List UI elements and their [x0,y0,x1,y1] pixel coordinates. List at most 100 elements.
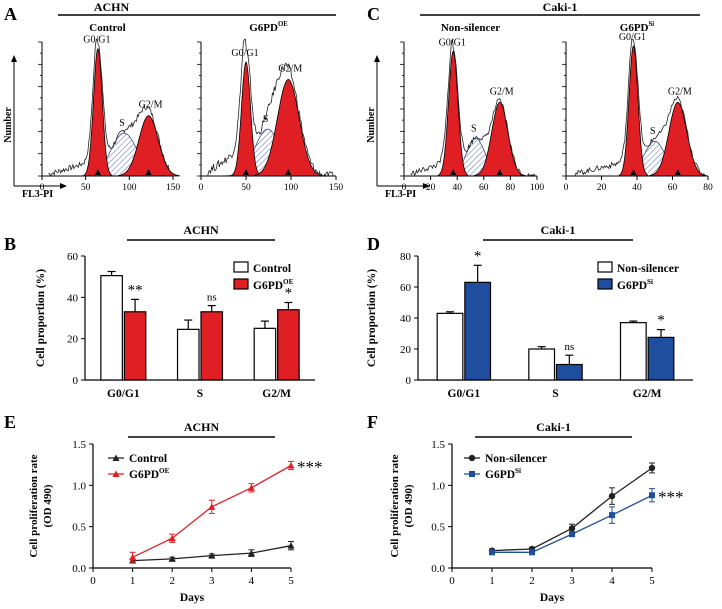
panel-letter-e: E [4,412,16,432]
bar-significance-1: ns [564,341,574,353]
flow-subplot-label-2: Non-silencer [441,22,500,34]
line-point-0-1 [208,503,216,510]
flow-histogram-outline-3 [573,38,706,177]
line-legend-marker-1 [469,471,475,477]
line-point-0-0 [287,542,295,549]
line-x-tick-label-1: 3 [569,575,575,587]
bar-category-label-0: G0/G1 [107,388,140,400]
line-point-0-1 [247,484,255,491]
line-y-tick-label-1: 1.0 [431,480,445,492]
flow-x-tick-label-1: 50 [241,183,251,193]
bar-significance-0: * [285,286,293,302]
panel-letter-d: D [367,234,380,254]
bar-category-label-1: G2/M [633,388,662,400]
bar-title-0: ACHN [183,223,219,237]
line-point-0-0 [208,552,216,559]
flow-histogram-0: Control 0 50 100 150 G0/G1 S G2/M [38,22,180,193]
line-legend-marker-1 [468,454,476,462]
line-ylabel-top-0: Cell proliferation rate [28,454,40,557]
flow-histogram-outline-2 [410,38,536,177]
bar-y-tick-label-1: 80 [400,251,412,263]
bar-category-label-0: S [197,388,203,400]
line-legend-label-1-0: Non-silencer [485,453,547,465]
panel-letter-f: F [367,412,378,432]
bar-significance-0: ns [207,292,217,304]
flow-peak-label-g0g1-0: G0/G1 [83,35,110,46]
bar-legend-label-1-1-main: G6PD [617,280,647,292]
bar-legend-swatch-1 [597,278,613,290]
bar-0-1-1 [200,311,224,381]
line-point-1-1 [489,549,495,556]
line-point-0-1 [129,553,137,561]
flow-subplot-label-3: G6PDSi [620,21,655,34]
line-legend-marker-0 [112,470,120,477]
line-point-1-1 [529,549,535,556]
bar-y-tick-label-0: 0 [73,375,79,387]
bar-y-tick-label-1: 40 [400,313,412,325]
flow-x-tick-label-0: 0 [40,183,45,193]
flow-x-tick-label-3: 60 [668,183,678,193]
flow-subplot-label-3-sup: Si [649,21,655,28]
flow-xlabel-1: FL3-PI [385,189,416,200]
flow-x-tick-label-0: 150 [166,183,181,193]
flow-histogram-1: G6PDOE 0 50 100 150 G0/G1 S G2/M [197,21,343,193]
line-legend-label-0-1-main: G6PD [129,469,159,481]
line-y-tick-label-0: 0.5 [72,522,86,534]
flow-peak-label-g0g1-3: G0/G1 [619,32,646,43]
bar-0-1-0 [123,311,147,381]
line-x-tick-label-0: 5 [288,575,294,587]
line-point-1-1 [649,492,655,499]
flow-subplot-label-1-main: G6PD [249,22,278,34]
bar-1-1-1 [555,363,583,381]
flow-peak-label-g0g1-1: G0/G1 [231,48,258,59]
line-x-tick-label-0: 1 [130,575,136,587]
flow-peak-label-s-0: S [119,118,125,129]
flow-peak-marker-2 [496,169,503,175]
line-y-tick-label-0: 1.5 [72,439,86,451]
flow-x-tick-label-0: 50 [81,183,91,193]
flow-peak-label-s-3: S [650,126,656,137]
flow-peak-label-g0g1-2: G0/G1 [439,37,466,48]
line-point-1-1 [609,512,615,519]
line-point-1-0 [648,464,656,472]
flow-x-tick-label-3: 20 [597,183,607,193]
bar-legend-label-0-1-sup: OE [283,278,294,286]
bar-y-tick-label-1: 60 [400,282,412,294]
flow-g0g1-peak-1 [231,61,261,177]
flow-fl3-arrowhead-1 [423,183,430,189]
bar-chart-0: ACHN 0 20 40 60 Cell proportion (%) G0/G1 ** Sns… [35,223,315,400]
line-ylabel-top-1: Cell proliferation rate [389,454,401,557]
line-ylabel-bottom-0: (OD 490) [42,484,54,527]
bar-ylabel-1: Cell proportion (%) [366,269,378,367]
flow-x-tick-label-2: 40 [452,183,462,193]
flow-number-arrowhead-0 [11,55,17,62]
line-point-1-1 [569,531,575,538]
bar-y-tick-label-0: 20 [67,334,79,346]
flow-g2m-peak-1 [253,79,325,177]
line-series-1-0 [491,467,653,552]
line-x-tick-label-1: 0 [449,575,455,587]
line-ylabel-bottom-1: (OD 490) [403,484,415,527]
line-point-0-0 [247,549,255,557]
line-y-tick-label-1: 0.0 [431,563,445,575]
line-x-tick-label-0: 3 [209,575,215,587]
line-xlabel-0: Days [180,592,205,604]
bar-1-0-2 [619,322,647,381]
flow-x-tick-label-1: 100 [284,183,299,193]
flow-title-0: ACHN [94,0,130,14]
flow-x-tick-label-2: 80 [506,183,516,193]
bar-y-tick-label-0: 60 [67,251,79,263]
bar-chart-1: Caki-1 0 20 40 60 80 Cell proportion (%) G0/G1 *… [366,223,693,400]
panel-letter-a: A [4,4,17,24]
flow-peak-marker-2 [450,169,457,175]
flow-histogram-2: Non-silencer 0 20 40 60 80 100 G0/G1 S G2/M [400,22,544,193]
bar-legend-swatch-1 [597,261,613,273]
panel-letter-c: C [367,4,380,24]
bar-significance-0: ** [128,282,143,298]
flow-g2m-peak-2 [473,101,526,177]
flow-fl3-arrowhead-0 [60,183,67,189]
bar-significance-1: * [474,248,482,264]
line-point-0-1 [168,534,176,542]
bar-category-label-0: G2/M [262,388,291,400]
